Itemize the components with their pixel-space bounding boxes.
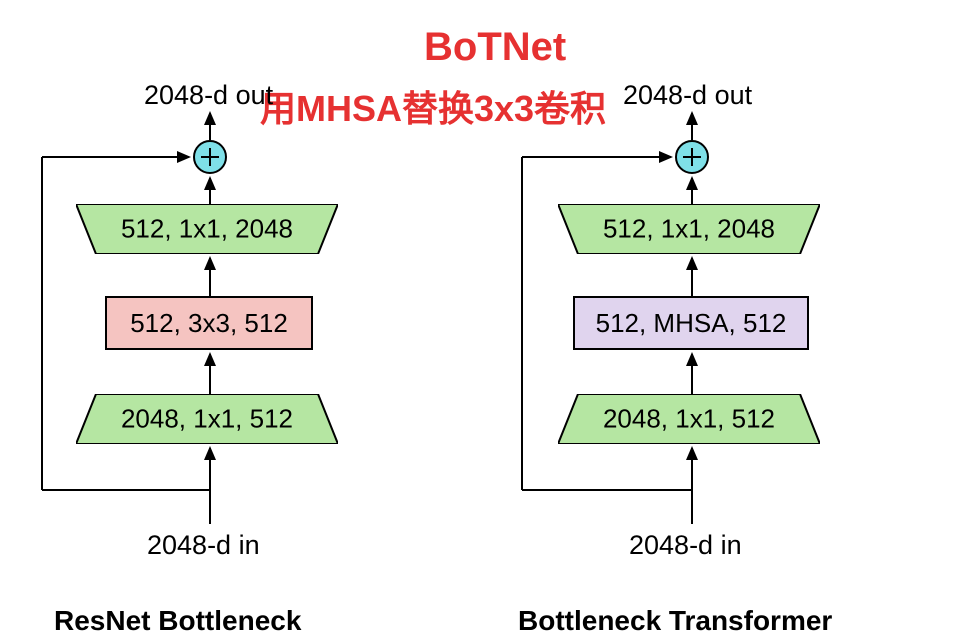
left-in-label: 2048-d in	[147, 530, 260, 561]
right-out-label: 2048-d out	[623, 80, 752, 111]
left-out-label: 2048-d out	[144, 80, 273, 111]
left-top-conv-label: 512, 1x1, 2048	[76, 214, 338, 245]
left-bot-conv-block: 2048, 1x1, 512	[76, 394, 338, 444]
left-mid-conv-block: 512, 3x3, 512	[105, 296, 313, 350]
right-in-label: 2048-d in	[629, 530, 742, 561]
right-mid-mhsa-label: 512, MHSA, 512	[596, 308, 787, 339]
left-mid-conv-label: 512, 3x3, 512	[130, 308, 288, 339]
left-plus-icon	[193, 140, 227, 174]
right-top-conv-block: 512, 1x1, 2048	[558, 204, 820, 254]
right-top-conv-label: 512, 1x1, 2048	[558, 214, 820, 245]
right-bot-conv-block: 2048, 1x1, 512	[558, 394, 820, 444]
subtitle: 用MHSA替换3x3卷积	[260, 80, 606, 132]
title-main: BoTNet	[424, 25, 566, 70]
left-bot-conv-label: 2048, 1x1, 512	[76, 404, 338, 435]
left-caption: ResNet Bottleneck	[54, 605, 301, 637]
right-caption: Bottleneck Transformer	[518, 605, 832, 637]
right-mid-mhsa-block: 512, MHSA, 512	[573, 296, 809, 350]
left-top-conv-block: 512, 1x1, 2048	[76, 204, 338, 254]
right-plus-icon	[675, 140, 709, 174]
right-bot-conv-label: 2048, 1x1, 512	[558, 404, 820, 435]
